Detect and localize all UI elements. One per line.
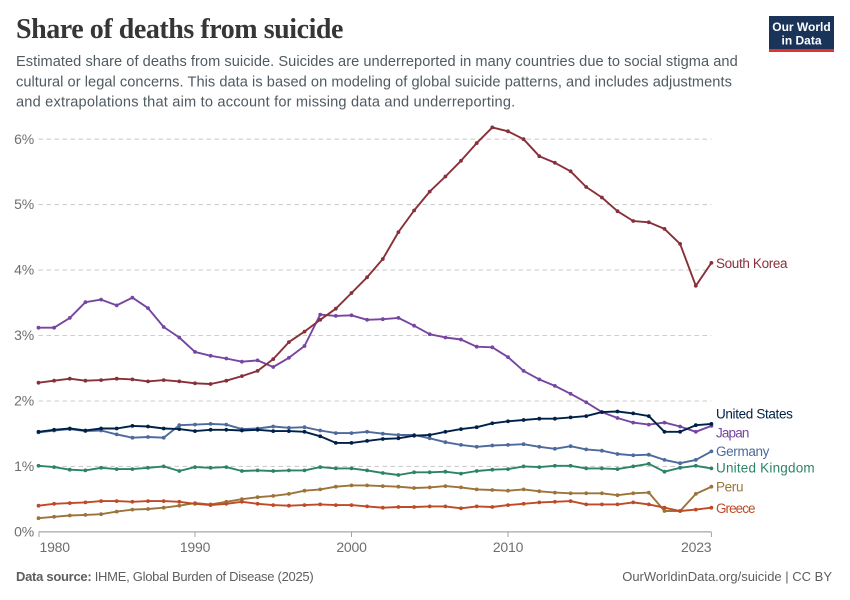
svg-text:5%: 5% — [14, 196, 34, 212]
svg-text:South Korea: South Korea — [716, 256, 788, 271]
svg-text:Japan: Japan — [716, 425, 749, 440]
svg-text:2010: 2010 — [493, 539, 524, 555]
svg-text:and extrapolations that aim to: and extrapolations that aim to account f… — [16, 95, 515, 111]
svg-text:Our World: Our World — [772, 20, 830, 34]
svg-text:3%: 3% — [14, 327, 34, 343]
svg-text:Greece: Greece — [716, 501, 755, 516]
svg-text:0%: 0% — [14, 524, 34, 540]
svg-text:United States: United States — [716, 406, 793, 421]
svg-text:Germany: Germany — [716, 444, 770, 459]
svg-text:4%: 4% — [14, 262, 34, 278]
svg-text:OurWorldinData.org/suicide | C: OurWorldinData.org/suicide | CC BY — [622, 569, 832, 584]
svg-text:1980: 1980 — [40, 539, 71, 555]
svg-text:Estimated share of deaths from: Estimated share of deaths from suicide. … — [16, 54, 738, 70]
svg-text:2000: 2000 — [336, 539, 367, 555]
svg-text:United Kingdom: United Kingdom — [716, 461, 815, 476]
svg-text:2023: 2023 — [681, 539, 712, 555]
svg-text:Share of deaths from suicide: Share of deaths from suicide — [16, 14, 343, 45]
svg-text:1990: 1990 — [180, 539, 211, 555]
svg-text:Data source: IHME, Global Burd: Data source: IHME, Global Burden of Dise… — [16, 569, 313, 584]
svg-text:cultural or legal concerns. Th: cultural or legal concerns. This data is… — [16, 74, 732, 90]
svg-text:Peru: Peru — [716, 480, 743, 495]
svg-text:2%: 2% — [14, 393, 34, 409]
svg-text:in Data: in Data — [781, 33, 821, 47]
svg-text:6%: 6% — [14, 131, 34, 147]
svg-text:1%: 1% — [14, 458, 34, 474]
